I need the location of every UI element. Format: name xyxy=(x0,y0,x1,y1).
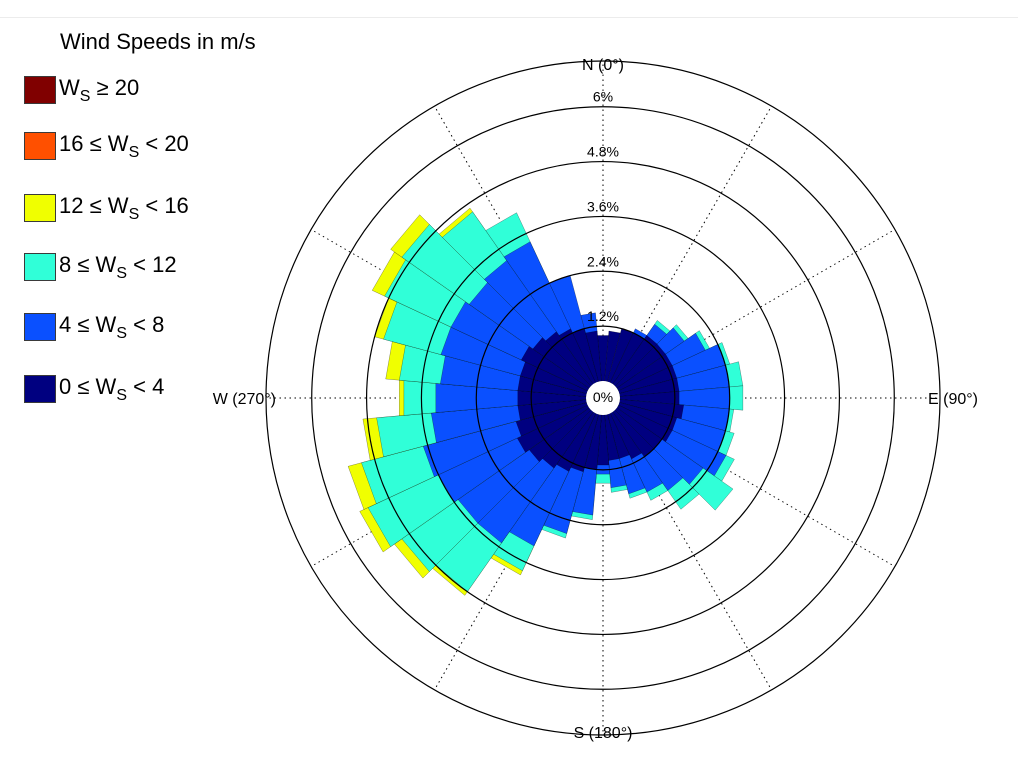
radial-tick-label: 4.8% xyxy=(587,144,619,160)
legend-item-0-4: 0 ≤ WS < 4 xyxy=(24,372,164,406)
wind-rose-bars xyxy=(347,207,744,596)
ring-3.6 xyxy=(420,215,786,581)
spoke-60 xyxy=(617,229,896,390)
legend-label-ge-20: WS ≥ 20 xyxy=(59,74,140,105)
axis-label-east: E (90°) xyxy=(928,391,978,408)
legend-swatch-0-4 xyxy=(24,375,56,403)
axis-label-south: S (180°) xyxy=(574,725,633,742)
legend-label-4-8: 4 ≤ WS < 8 xyxy=(59,311,165,342)
legend-label-8-12: 8 ≤ WS < 12 xyxy=(59,251,177,282)
legend-swatch-4-8 xyxy=(24,313,56,341)
radial-tick-label: 1.2% xyxy=(587,308,619,324)
spoke-30 xyxy=(611,105,772,384)
outer-ring xyxy=(265,60,941,736)
radial-tick-label: 3.6% xyxy=(587,198,619,214)
legend-swatch-12-16 xyxy=(24,194,56,222)
axis-label-north: N (0°) xyxy=(582,57,624,74)
legend-item-4-8: 4 ≤ WS < 8 xyxy=(24,310,164,344)
ring-2.4 xyxy=(475,270,731,526)
radial-tick-label: 6% xyxy=(593,89,613,105)
legend-item-8-12: 8 ≤ WS < 12 xyxy=(24,250,177,284)
legend-item-16-20: 16 ≤ WS < 20 xyxy=(24,129,189,163)
legend-label-12-16: 12 ≤ WS < 16 xyxy=(59,192,189,223)
legend-label-16-20: 16 ≤ WS < 20 xyxy=(59,130,189,161)
ring-1.2 xyxy=(530,325,676,471)
legend-swatch-16-20 xyxy=(24,132,56,160)
ring-6 xyxy=(311,106,895,690)
axis-label-west: W (270°) xyxy=(213,391,276,408)
center-hole xyxy=(586,381,620,415)
legend-label-0-4: 0 ≤ WS < 4 xyxy=(59,373,165,404)
spoke-150 xyxy=(611,412,772,691)
spoke-120 xyxy=(617,406,896,567)
radial-tick-label: 2.4% xyxy=(587,253,619,269)
radial-tick-labels: 1.2% 2.4% 3.6% 4.8% 6% xyxy=(587,89,619,324)
legend-item-12-16: 12 ≤ WS < 16 xyxy=(24,191,189,225)
legend-swatch-ge-20 xyxy=(24,76,56,104)
legend-item-ge-20: WS ≥ 20 xyxy=(24,73,139,107)
radial-rings xyxy=(265,60,941,736)
legend-title: Wind Speeds in m/s xyxy=(60,29,256,54)
top-border-line xyxy=(0,17,1018,18)
legend-swatch-8-12 xyxy=(24,253,56,281)
center-label: 0% xyxy=(593,389,613,405)
ring-4.8 xyxy=(365,160,841,636)
